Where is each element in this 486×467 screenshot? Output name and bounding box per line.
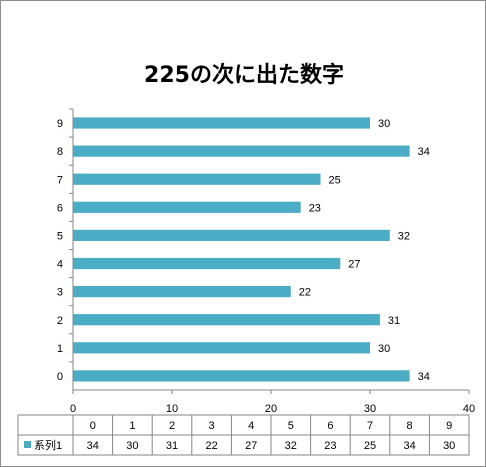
data-label-0: 34 — [418, 371, 430, 383]
y-tick-label-7: 7 — [57, 174, 63, 186]
bar-8 — [73, 145, 410, 157]
bar-7 — [73, 173, 321, 185]
data-label-6: 23 — [309, 202, 321, 214]
data-table-header-1: 1 — [129, 420, 135, 432]
data-table-cell-0: 34 — [87, 440, 99, 452]
y-tick-label-2: 2 — [57, 315, 63, 327]
data-table-cell-1: 30 — [126, 440, 138, 452]
data-table-cell-5: 32 — [285, 440, 297, 452]
data-table-cell-7: 25 — [364, 440, 376, 452]
y-tick-label-4: 4 — [57, 259, 63, 271]
bar-6 — [73, 201, 301, 213]
bar-5 — [73, 229, 390, 241]
y-tick-label-1: 1 — [57, 343, 63, 355]
x-tick-label-30: 30 — [364, 403, 376, 415]
x-tick-label-40: 40 — [463, 403, 475, 415]
data-label-9: 30 — [378, 118, 390, 130]
x-tick-label-20: 20 — [265, 403, 277, 415]
data-table-header-4: 4 — [248, 420, 254, 432]
data-table-cell-2: 31 — [166, 440, 178, 452]
data-table-header-2: 2 — [169, 420, 175, 432]
y-tick-label-6: 6 — [57, 202, 63, 214]
data-table-header-5: 5 — [288, 420, 294, 432]
data-label-2: 31 — [388, 315, 400, 327]
y-tick-label-0: 0 — [57, 371, 63, 383]
y-tick-label-9: 9 — [57, 118, 63, 130]
data-label-3: 22 — [299, 287, 311, 299]
data-label-4: 27 — [348, 259, 360, 271]
legend-key-series-1 — [24, 441, 31, 448]
data-table-cell-4: 27 — [245, 440, 257, 452]
x-tick-label-10: 10 — [166, 403, 178, 415]
bar-1 — [73, 342, 370, 354]
data-label-7: 25 — [329, 174, 341, 186]
legend-label-series-1: 系列1 — [34, 438, 62, 452]
data-label-8: 34 — [418, 146, 430, 158]
bar-3 — [73, 286, 291, 298]
data-table-header-9: 9 — [446, 420, 452, 432]
data-table-cell-9: 30 — [443, 440, 455, 452]
bar-0 — [73, 370, 410, 382]
x-tick-label-0: 0 — [70, 403, 76, 415]
data-table-header-3: 3 — [209, 420, 215, 432]
data-table-cell-8: 34 — [403, 440, 415, 452]
y-tick-label-8: 8 — [57, 146, 63, 158]
data-table-header-8: 8 — [407, 420, 413, 432]
data-table-cell-3: 22 — [205, 440, 217, 452]
y-tick-label-5: 5 — [57, 230, 63, 242]
data-label-5: 32 — [398, 230, 410, 242]
data-table-header-7: 7 — [367, 420, 373, 432]
data-label-1: 30 — [378, 343, 390, 355]
chart-title: 225の次に出た数字 — [144, 63, 344, 88]
bar-9 — [73, 117, 370, 129]
data-table-header-6: 6 — [327, 420, 333, 432]
data-table-header-0: 0 — [90, 420, 96, 432]
bar-4 — [73, 257, 341, 270]
y-tick-label-3: 3 — [57, 287, 63, 299]
data-table-cell-6: 23 — [324, 440, 336, 452]
bar-2 — [73, 314, 380, 326]
